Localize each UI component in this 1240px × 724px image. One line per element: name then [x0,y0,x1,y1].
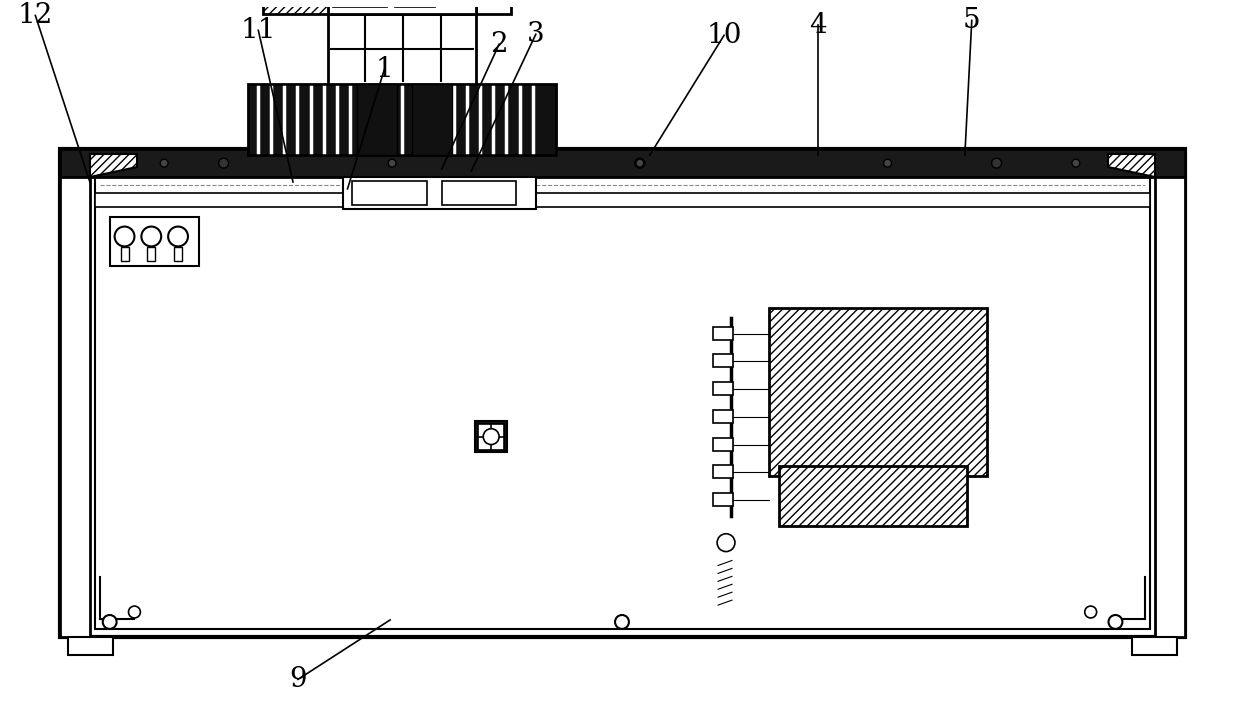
Text: 4: 4 [810,12,827,39]
Bar [1132,637,1177,654]
Bar [174,248,182,261]
Text: 12: 12 [17,2,53,29]
Bar [60,149,1185,177]
Bar [779,466,967,526]
Text: 11: 11 [241,17,277,44]
Circle shape [160,159,169,167]
Circle shape [1085,606,1096,618]
Circle shape [484,429,500,445]
Bar [475,421,507,452]
Bar [342,177,536,209]
Circle shape [717,534,735,552]
Bar [412,84,451,155]
Bar [357,84,397,155]
Bar [479,424,505,450]
Bar [109,216,198,266]
Polygon shape [89,154,138,177]
Bar [713,410,733,423]
Bar [412,84,451,155]
Circle shape [218,158,228,168]
Bar [396,0,435,7]
Bar [476,0,511,14]
Bar [332,0,387,7]
Circle shape [635,158,645,168]
Circle shape [169,227,188,246]
Circle shape [615,615,629,629]
Bar [60,149,89,637]
Bar [441,181,516,205]
Bar [327,0,476,14]
Bar [327,14,476,84]
Bar [769,308,987,476]
Text: 9: 9 [289,666,306,693]
Polygon shape [1107,154,1156,177]
Bar [439,0,464,3]
Bar [68,637,113,654]
Bar [148,248,155,261]
Bar [94,157,1151,629]
Bar [713,354,733,367]
Bar [713,493,733,506]
Bar [357,84,397,155]
Circle shape [992,158,1002,168]
Bar [94,193,1151,207]
Bar [352,181,427,205]
Circle shape [388,159,396,167]
Circle shape [884,159,892,167]
Text: 3: 3 [527,21,544,48]
Bar [60,149,1185,637]
Bar [713,382,733,395]
Bar [248,84,556,155]
Circle shape [141,227,161,246]
Bar [713,466,733,479]
Bar [263,0,337,14]
Bar [713,327,733,340]
Circle shape [129,606,140,618]
Circle shape [103,615,117,629]
Circle shape [1071,159,1080,167]
Text: 2: 2 [490,30,508,58]
Circle shape [1109,615,1122,629]
Bar [713,437,733,450]
Text: 5: 5 [963,7,981,34]
Bar [1156,149,1185,637]
Text: 1: 1 [376,56,393,83]
Bar [120,248,129,261]
Circle shape [114,227,134,246]
Text: 10: 10 [707,22,742,49]
Circle shape [636,159,644,167]
